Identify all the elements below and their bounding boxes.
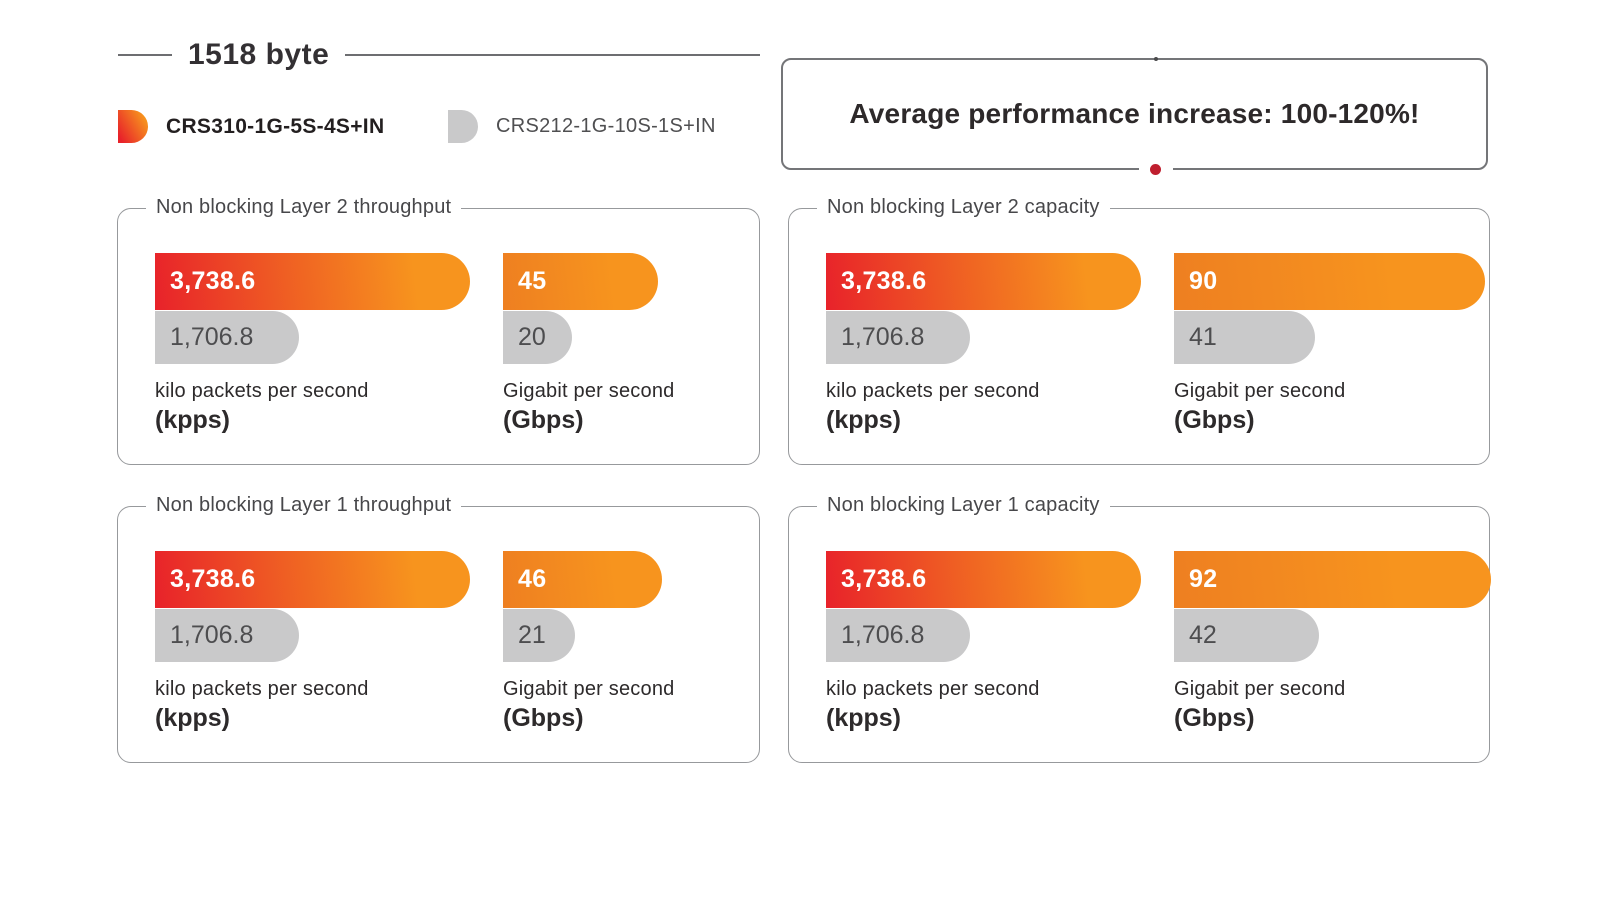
bar-value: 3,738.6 xyxy=(170,267,256,295)
unit-abbr: (kpps) xyxy=(155,704,230,732)
bar-groups: 3,738.6 1,706.8 kilo packets per second … xyxy=(826,253,1485,435)
top-tick-dot xyxy=(1153,57,1158,61)
unit-label: Gigabit per second xyxy=(503,678,675,700)
unit-abbr: (kpps) xyxy=(155,406,230,434)
legend-label-crs310: CRS310-1G-5S-4S+IN xyxy=(166,114,385,138)
bar-value: 42 xyxy=(1189,621,1217,649)
bar-value: 1,706.8 xyxy=(170,621,254,649)
bar-groups: 3,738.6 1,706.8 kilo packets per second … xyxy=(826,551,1491,733)
chart-title-row: 1518 byte xyxy=(118,38,760,72)
bar-crs212-kpps: 1,706.8 xyxy=(155,609,299,662)
panel-l1-capacity: Non blocking Layer 1 capacity 3,738.6 1,… xyxy=(788,494,1491,763)
bar-crs310-gbps: 45 xyxy=(503,253,658,310)
panel-l2-throughput: Non blocking Layer 2 throughput 3,738.6 … xyxy=(117,196,760,465)
unit-abbr: (Gbps) xyxy=(1174,406,1255,434)
metric-group-kpps: 3,738.6 1,706.8 kilo packets per second … xyxy=(826,551,1174,733)
performance-banner: Average performance increase: 100-120%! xyxy=(781,57,1488,176)
divider-line xyxy=(345,54,760,56)
bar-crs310-kpps: 3,738.6 xyxy=(826,253,1141,310)
bar-value: 3,738.6 xyxy=(841,565,927,593)
bar-crs212-kpps: 1,706.8 xyxy=(826,609,970,662)
metric-group-gbps: 45 20 Gigabit per second (Gbps) xyxy=(503,253,674,435)
bar-groups: 3,738.6 1,706.8 kilo packets per second … xyxy=(155,253,755,435)
bar-crs310-gbps: 46 xyxy=(503,551,662,608)
metric-group-kpps: 3,738.6 1,706.8 kilo packets per second … xyxy=(155,253,503,435)
panel-title: Non blocking Layer 2 throughput xyxy=(146,196,462,219)
unit-label: Gigabit per second xyxy=(503,380,675,402)
bar-crs310-kpps: 3,738.6 xyxy=(155,253,470,310)
metric-group-kpps: 3,738.6 1,706.8 kilo packets per second … xyxy=(155,551,503,733)
unit-label: kilo packets per second xyxy=(155,678,369,700)
bar-crs212-gbps: 20 xyxy=(503,311,572,364)
bar-value: 46 xyxy=(518,565,547,593)
unit-label: Gigabit per second xyxy=(1174,678,1346,700)
bar-value: 92 xyxy=(1189,565,1218,593)
metric-group-gbps: 90 41 Gigabit per second (Gbps) xyxy=(1174,253,1485,435)
legend-label-crs212: CRS212-1G-10S-1S+IN xyxy=(496,115,716,137)
bar-value: 45 xyxy=(518,267,547,295)
unit-abbr: (Gbps) xyxy=(1174,704,1255,732)
panel-title: Non blocking Layer 1 capacity xyxy=(817,494,1110,517)
legend-item-crs310: CRS310-1G-5S-4S+IN xyxy=(118,110,384,143)
bar-value: 3,738.6 xyxy=(841,267,927,295)
panel-l2-capacity: Non blocking Layer 2 capacity 3,738.6 1,… xyxy=(788,196,1490,465)
bar-value: 21 xyxy=(518,621,546,649)
bar-value: 3,738.6 xyxy=(170,565,256,593)
legend-swatch-crs212 xyxy=(448,110,478,143)
panel-title: Non blocking Layer 2 capacity xyxy=(817,196,1110,219)
bar-crs212-gbps: 42 xyxy=(1174,609,1319,662)
bar-crs212-gbps: 41 xyxy=(1174,311,1315,364)
panel-l1-throughput: Non blocking Layer 1 throughput 3,738.6 … xyxy=(117,494,760,763)
unit-label: kilo packets per second xyxy=(155,380,369,402)
bar-crs212-kpps: 1,706.8 xyxy=(155,311,299,364)
bar-value: 1,706.8 xyxy=(170,323,254,351)
bar-value: 1,706.8 xyxy=(841,621,925,649)
panel-title: Non blocking Layer 1 throughput xyxy=(146,494,462,517)
legend-item-crs212: CRS212-1G-10S-1S+IN xyxy=(448,110,716,143)
unit-abbr: (kpps) xyxy=(826,704,901,732)
unit-abbr: (Gbps) xyxy=(503,406,584,434)
bar-crs212-kpps: 1,706.8 xyxy=(826,311,970,364)
bar-groups: 3,738.6 1,706.8 kilo packets per second … xyxy=(155,551,755,733)
metric-group-gbps: 46 21 Gigabit per second (Gbps) xyxy=(503,551,674,733)
bar-crs310-gbps: 92 xyxy=(1174,551,1491,608)
bar-crs310-kpps: 3,738.6 xyxy=(826,551,1141,608)
divider-line xyxy=(118,54,172,56)
bar-value: 41 xyxy=(1189,323,1217,351)
red-dot xyxy=(1150,163,1162,175)
unit-label: kilo packets per second xyxy=(826,380,1040,402)
metric-group-gbps: 92 42 Gigabit per second (Gbps) xyxy=(1174,551,1491,733)
bar-crs212-gbps: 21 xyxy=(503,609,575,662)
legend-swatch-crs310 xyxy=(118,110,148,143)
bar-value: 90 xyxy=(1189,267,1218,295)
unit-label: kilo packets per second xyxy=(826,678,1040,700)
page-title: 1518 byte xyxy=(188,38,330,71)
unit-abbr: (Gbps) xyxy=(503,704,584,732)
bar-value: 20 xyxy=(518,323,546,351)
bar-value: 1,706.8 xyxy=(841,323,925,351)
banner-text: Average performance increase: 100-120%! xyxy=(849,98,1420,129)
unit-abbr: (kpps) xyxy=(826,406,901,434)
bar-crs310-kpps: 3,738.6 xyxy=(155,551,470,608)
red-dot-gap xyxy=(1138,162,1173,176)
bar-crs310-gbps: 90 xyxy=(1174,253,1485,310)
metric-group-kpps: 3,738.6 1,706.8 kilo packets per second … xyxy=(826,253,1174,435)
unit-label: Gigabit per second xyxy=(1174,380,1346,402)
